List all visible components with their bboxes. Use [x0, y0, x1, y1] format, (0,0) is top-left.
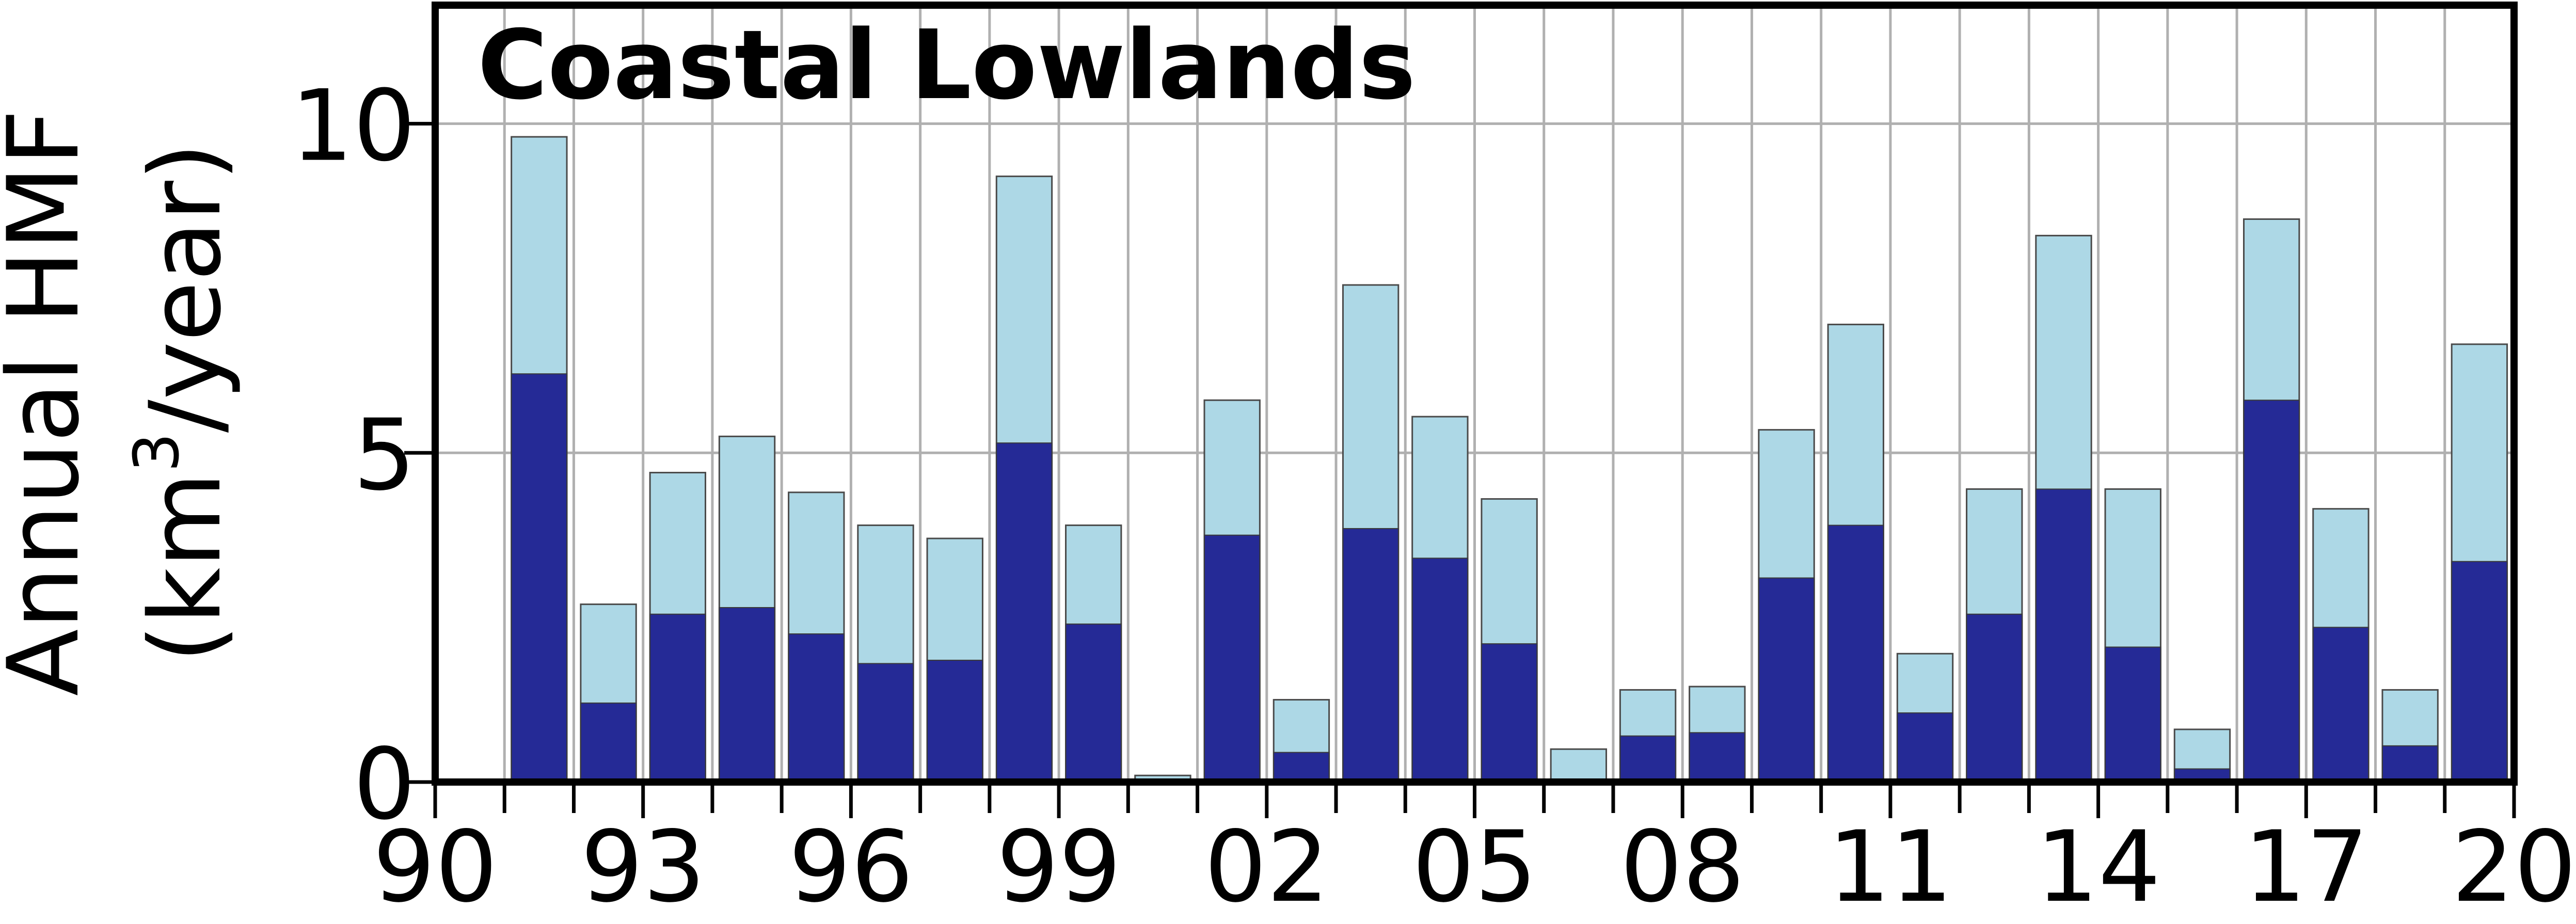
- y-tick-label: 5: [353, 398, 416, 512]
- ticks-layer: [404, 122, 2516, 818]
- bar-inner: [2035, 488, 2092, 783]
- bar-inner: [1966, 613, 2023, 783]
- bar-inner: [580, 702, 637, 783]
- bar-inner: [1689, 732, 1746, 783]
- bar-inner: [2381, 745, 2439, 783]
- y-axis-label-line1: Annual HMF: [0, 109, 101, 696]
- bar-inner: [2243, 400, 2300, 783]
- x-tick-label: 99: [996, 810, 1121, 924]
- y-tick-labels: 0 5 10: [291, 69, 416, 841]
- bar-inner: [1619, 735, 1676, 783]
- y-axis-label-sup: 3: [121, 433, 193, 472]
- x-tick-label: 14: [2036, 810, 2161, 924]
- bar-inner: [1411, 557, 1469, 783]
- y-axis-label-line2: (km3/year): [121, 142, 243, 663]
- bar-total: [1550, 748, 1608, 783]
- bar-inner: [1481, 643, 1538, 783]
- x-tick-label: 08: [1620, 810, 1745, 924]
- bar-inner: [2451, 561, 2508, 783]
- bar-inner: [1342, 528, 1399, 783]
- x-tick-label: 90: [373, 810, 498, 924]
- bar-inner: [1827, 524, 1884, 783]
- plot-frame: [432, 2, 2518, 786]
- bars-layer: [511, 136, 2508, 783]
- bar-inner: [511, 373, 568, 783]
- x-tick-label: 93: [581, 810, 706, 924]
- bar-inner: [2105, 646, 2161, 783]
- x-tick-label: 20: [2452, 810, 2576, 924]
- grid-layer: [435, 5, 2514, 782]
- y-tick-label: 0: [353, 727, 416, 841]
- chart-title: Coastal Lowlands: [478, 9, 1416, 121]
- bar-inner: [857, 663, 914, 783]
- y-tick-label: 10: [291, 69, 416, 183]
- bar-inner: [1065, 623, 1122, 783]
- x-tick-label: 11: [1828, 810, 1953, 924]
- bar-inner: [649, 613, 706, 783]
- bar-inner: [996, 442, 1053, 783]
- bar-inner: [1203, 534, 1261, 783]
- bar-inner: [719, 607, 775, 783]
- bar-inner: [927, 660, 983, 783]
- x-tick-label: 96: [789, 810, 914, 924]
- y-axis-label-pre: (km: [129, 472, 243, 663]
- y-axis-label-post: /year): [129, 142, 243, 433]
- bar-inner: [2312, 627, 2370, 783]
- x-tick-label: 17: [2244, 810, 2368, 924]
- bar-inner: [1273, 752, 1330, 783]
- x-tick-label: 02: [1204, 810, 1329, 924]
- bar-inner: [788, 633, 845, 783]
- x-tick-labels: 90 93 96 99 02 05 08 11 14 17 20: [373, 810, 2576, 924]
- bar-inner: [1897, 712, 1953, 783]
- bar-inner: [1758, 577, 1815, 783]
- x-tick-label: 05: [1412, 810, 1537, 924]
